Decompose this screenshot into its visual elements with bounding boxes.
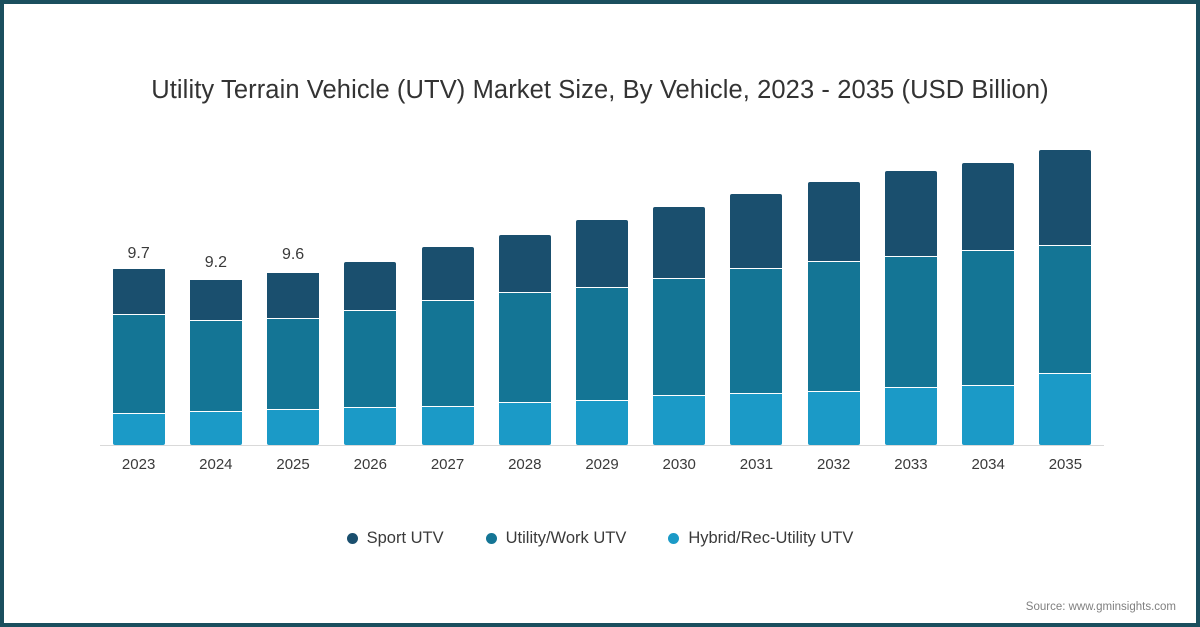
bar-segment-sport[interactable] [498,234,551,294]
bar-segment-hybrid[interactable] [730,393,783,445]
bar-segment-utility[interactable] [884,256,937,389]
bar-segment-utility[interactable] [1039,245,1092,374]
bar-segment-hybrid[interactable] [962,386,1015,445]
x-axis-tick-labels: 2023 2024 2025 2026 2027 2028 2029 2030 2031 2032… [100,456,1104,480]
bar-segment-hybrid[interactable] [421,406,474,445]
x-axis-line [100,445,1104,446]
bar-segment-sport[interactable] [653,207,706,279]
bar-value-label: 9.2 [204,253,227,271]
bar-segment-utility[interactable] [653,278,706,396]
chart-legend: Sport UTV Utility/Work UTV Hybrid/Rec-Util… [4,529,1196,548]
bar-segment-sport[interactable] [112,269,165,316]
legend-marker-icon [485,533,497,544]
legend-item-label: Hybrid/Rec-Utility UTV [688,529,854,547]
x-tick-2025: 2025 [276,456,310,473]
legend-item-label: Utility/Work UTV [505,529,627,547]
stacked-bar[interactable] [1039,150,1092,445]
bar-segment-sport[interactable] [807,181,860,263]
bar-segment-utility[interactable] [267,318,320,411]
stacked-bar[interactable] [112,268,165,445]
x-tick-2026: 2026 [353,456,387,473]
legend-item-2[interactable]: Hybrid/Rec-Utility UTV [668,529,853,548]
bar-segment-hybrid[interactable] [267,410,320,445]
bar-segment-utility[interactable] [344,311,397,409]
bar-segment-utility[interactable] [576,287,628,402]
bar-segment-sport[interactable] [962,163,1015,252]
stacked-bar[interactable] [267,269,320,445]
stacked-bar[interactable] [344,262,397,445]
x-tick-2032: 2032 [817,456,851,473]
stacked-bar[interactable] [730,194,783,445]
plot-area: 9.7 9.2 9.6 [100,134,1104,445]
page-title: Utility Terrain Vehicle (UTV) Market Siz… [151,76,1049,104]
bar-segment-sport[interactable] [344,262,397,312]
bar-segment-sport[interactable] [421,247,474,301]
bar-segment-sport[interactable] [730,194,783,270]
bar-segment-hybrid[interactable] [498,402,551,445]
source-attribution: Source: www.gminsights.com [1025,601,1176,613]
bar-segment-sport[interactable] [1039,150,1092,246]
legend-item-label: Sport UTV [366,529,444,547]
bar-segment-utility[interactable] [189,320,242,413]
bar-segment-hybrid[interactable] [189,412,242,445]
bar-segment-hybrid[interactable] [344,408,397,445]
stacked-bar[interactable] [653,207,706,445]
bar-segment-hybrid[interactable] [884,388,937,445]
legend-marker-icon [668,533,680,544]
bar-segment-hybrid[interactable] [112,413,165,445]
x-tick-2034: 2034 [971,456,1005,473]
bar-segment-sport[interactable] [189,280,242,321]
stacked-bar[interactable] [498,234,551,445]
bar-value-label: 9.7 [127,244,150,262]
bar-segment-utility[interactable] [498,293,551,403]
x-tick-2033: 2033 [894,456,928,473]
stacked-bar[interactable] [576,220,628,445]
x-tick-2035: 2035 [1048,456,1083,473]
bar-segment-hybrid[interactable] [653,395,706,445]
legend-marker-icon [346,533,358,544]
x-tick-2024: 2024 [199,456,233,473]
x-tick-2030: 2030 [662,456,696,473]
stacked-bar[interactable] [421,247,474,445]
bar-segment-utility[interactable] [807,262,860,392]
x-tick-2029: 2029 [585,456,619,473]
stacked-bar[interactable] [807,181,860,445]
stacked-bar[interactable] [962,163,1015,445]
bar-segment-utility[interactable] [962,251,1015,387]
bar-segment-sport[interactable] [884,170,937,257]
legend-item-0[interactable]: Sport UTV [346,529,444,548]
bar-segment-hybrid[interactable] [807,391,860,445]
x-tick-2028: 2028 [508,456,542,473]
bar-segment-utility[interactable] [730,269,783,394]
bar-segment-utility[interactable] [112,315,165,414]
stacked-bar[interactable] [189,277,242,445]
bar-segment-utility[interactable] [421,300,474,407]
x-tick-2023: 2023 [121,456,156,473]
stacked-bar[interactable] [884,170,937,445]
bar-segment-hybrid[interactable] [576,401,628,445]
bar-value-label: 9.6 [281,246,305,264]
legend-item-1[interactable]: Utility/Work UTV [485,529,627,548]
x-tick-2027: 2027 [430,456,465,473]
x-tick-2031: 2031 [739,456,774,473]
bar-segment-sport[interactable] [576,220,628,288]
bar-segment-sport[interactable] [267,273,320,319]
bar-segment-hybrid[interactable] [1039,373,1092,445]
